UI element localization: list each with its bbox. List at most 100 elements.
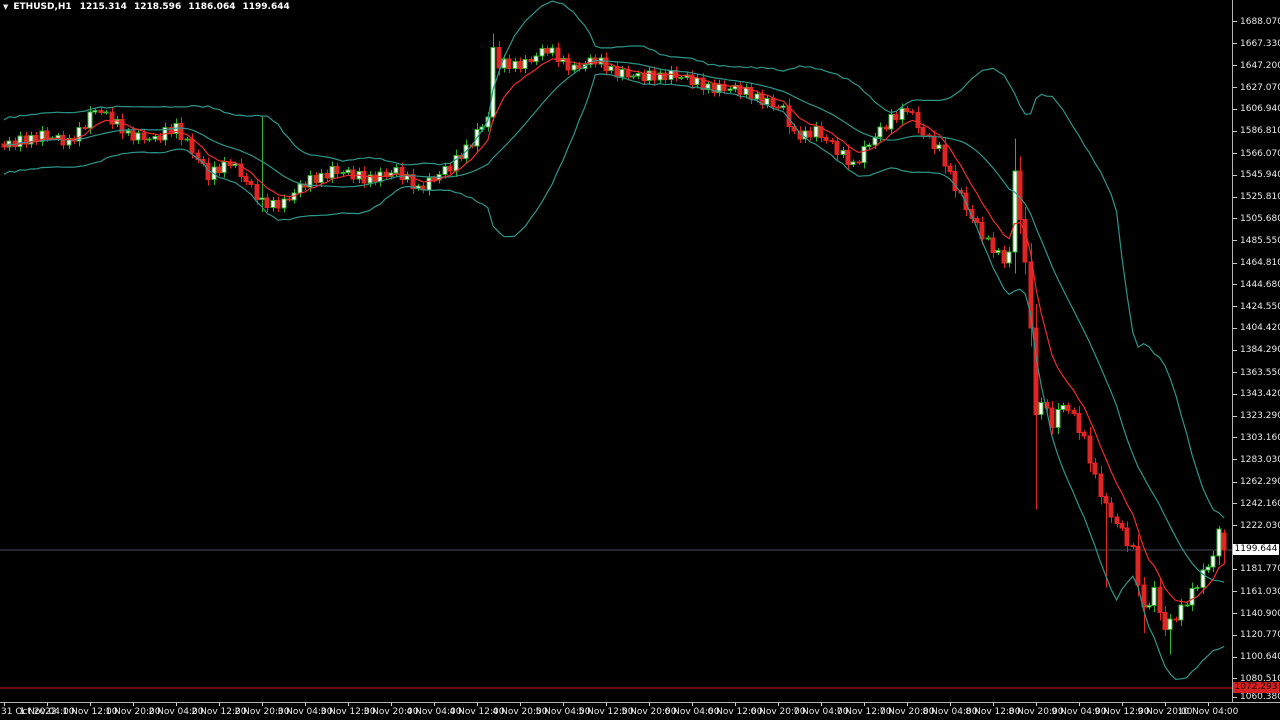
price-axis-label: 1444.680 [1240, 279, 1280, 290]
price-axis-tick [1233, 284, 1237, 286]
price-axis-label: 1161.030 [1240, 586, 1280, 597]
time-axis-tick [993, 703, 994, 706]
price-axis-tick [1233, 174, 1237, 176]
time-axis-tick [4, 703, 5, 706]
price-axis-tick [1233, 65, 1237, 67]
time-axis[interactable]: 31 Oct 2022 1 Nov 04:00 1 Nov 12:00 1 Nov 2… [0, 702, 1280, 720]
price-axis[interactable]: 1688.070 1667.330 1647.200 1627.070 1606.940… [1232, 0, 1280, 702]
time-axis-tick [47, 703, 48, 706]
time-axis-label: 7 Nov 12:00 [836, 707, 892, 717]
time-axis-label: 31 Oct 2022 [1, 707, 57, 717]
price-axis-tick [1233, 591, 1237, 593]
price-axis-tick [1233, 678, 1237, 680]
ohlc-low-value: 1186.064 [188, 2, 236, 12]
price-axis-tick [1233, 696, 1237, 698]
price-axis-label: 1080.510 [1240, 673, 1280, 684]
time-axis-label: 1 Nov 04:00 [19, 707, 75, 717]
time-axis-label: 3 Nov 12:00 [320, 707, 376, 717]
price-axis-tick [1233, 481, 1237, 483]
price-axis-label: 1323.290 [1240, 411, 1280, 422]
symbol-dropdown-icon[interactable]: ▼ [3, 3, 9, 11]
price-axis-label: 1363.550 [1240, 367, 1280, 378]
price-axis-tick [1233, 43, 1237, 45]
price-axis-label: 1606.940 [1240, 104, 1280, 115]
time-axis-tick [649, 703, 650, 706]
time-axis-tick [133, 703, 134, 706]
time-axis-tick [219, 703, 220, 706]
price-axis-tick [1233, 437, 1237, 439]
price-chart[interactable] [0, 0, 1232, 702]
price-axis-tick [1233, 634, 1237, 636]
price-axis-label: 1688.070 [1240, 16, 1280, 27]
time-axis-tick [1208, 703, 1209, 706]
price-axis-tick [1233, 372, 1237, 374]
time-axis-label: 7 Nov 04:00 [793, 707, 849, 717]
time-axis-label: 7 Nov 20:00 [879, 707, 935, 717]
chart-title-bar: ▼ ETHUSD,H1 1215.314 1218.596 1186.064 1… [3, 2, 297, 12]
time-axis-tick [1036, 703, 1037, 706]
time-axis-label: 4 Nov 20:00 [492, 707, 548, 717]
bid-price-label: 1199.644 [1233, 544, 1279, 555]
price-axis-tick [1233, 415, 1237, 417]
bollinger-middle-line [3, 59, 1225, 583]
price-axis-label: 1283.030 [1240, 454, 1280, 465]
price-axis-tick [1233, 656, 1237, 658]
time-axis-tick [821, 703, 822, 706]
price-axis-tick [1233, 196, 1237, 198]
price-axis-label: 1627.070 [1240, 82, 1280, 93]
time-axis-tick [1122, 703, 1123, 706]
time-axis-tick [563, 703, 564, 706]
price-axis-label: 1100.640 [1240, 652, 1280, 663]
time-axis-tick [735, 703, 736, 706]
time-axis-tick [434, 703, 435, 706]
time-axis-tick [1165, 703, 1166, 706]
price-axis-label: 1343.420 [1240, 389, 1280, 400]
price-axis-label: 1384.290 [1240, 345, 1280, 356]
price-axis-label: 1303.160 [1240, 432, 1280, 443]
price-axis-tick [1233, 21, 1237, 22]
time-axis-label: 8 Nov 20:00 [1008, 707, 1064, 717]
time-axis-tick [477, 703, 478, 706]
ohlc-open-value: 1215.314 [79, 2, 127, 12]
time-axis-tick [907, 703, 908, 706]
price-axis-label: 1566.070 [1240, 148, 1280, 159]
price-axis-tick [1233, 459, 1237, 461]
bollinger-lower-line [3, 73, 1225, 681]
time-axis-label: 9 Nov 12:00 [1094, 707, 1150, 717]
order-price-label: 1072.293 [1233, 682, 1279, 693]
time-axis-tick [606, 703, 607, 706]
ma-line [3, 58, 1225, 603]
time-axis-label: 10 Nov 04:00 [1177, 707, 1239, 717]
price-axis-label: 1140.900 [1240, 608, 1280, 619]
price-axis-label: 1262.290 [1240, 477, 1280, 488]
time-axis-tick [950, 703, 951, 706]
price-axis-tick [1233, 525, 1237, 527]
time-axis-tick [348, 703, 349, 706]
time-axis-tick [864, 703, 865, 706]
price-axis-tick [1233, 262, 1237, 264]
time-axis-tick [176, 703, 177, 706]
time-axis-label: 3 Nov 04:00 [277, 707, 333, 717]
price-axis-label: 1060.380 [1240, 692, 1280, 702]
time-axis-tick [692, 703, 693, 706]
time-axis-label: 5 Nov 20:00 [621, 707, 677, 717]
price-axis-tick [1233, 327, 1237, 329]
time-axis-label: 8 Nov 04:00 [922, 707, 978, 717]
price-axis-tick [1233, 568, 1237, 570]
time-axis-label: 4 Nov 04:00 [406, 707, 462, 717]
time-axis-label: 2 Nov 04:00 [148, 707, 204, 717]
time-axis-tick [90, 703, 91, 706]
time-axis-tick [262, 703, 263, 706]
price-axis-label: 1404.420 [1240, 323, 1280, 334]
price-axis-label: 1525.810 [1240, 192, 1280, 203]
price-axis-tick [1233, 108, 1237, 110]
price-axis-label: 1667.330 [1240, 38, 1280, 49]
price-axis-tick [1233, 503, 1237, 505]
price-axis-label: 1647.200 [1240, 60, 1280, 71]
bollinger-upper-line [3, 0, 1225, 519]
price-axis-label: 1586.810 [1240, 126, 1280, 137]
price-axis-label: 1222.030 [1240, 520, 1280, 531]
price-axis-label: 1120.770 [1240, 630, 1280, 641]
price-axis-tick [1233, 87, 1237, 88]
symbol-period-label: ETHUSD,H1 [13, 2, 72, 12]
